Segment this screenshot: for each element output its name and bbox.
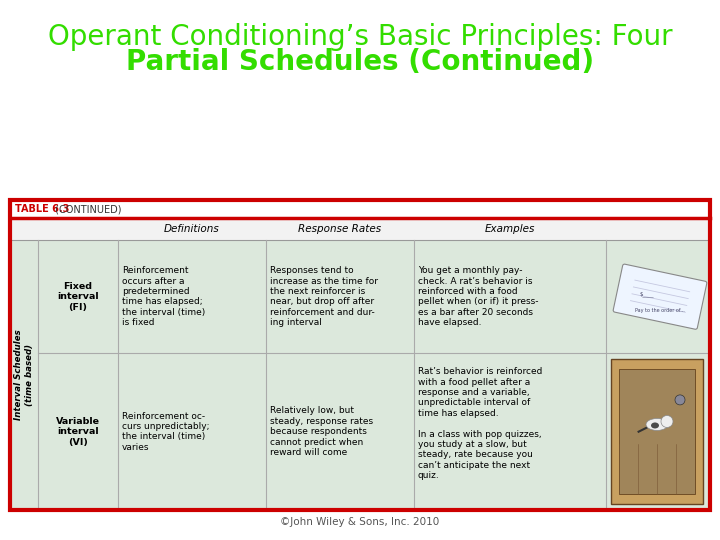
Text: $____: $____ xyxy=(640,291,654,296)
Bar xyxy=(10,240,710,510)
Text: ©John Wiley & Sons, Inc. 2010: ©John Wiley & Sons, Inc. 2010 xyxy=(280,517,440,527)
Text: (CONTINUED): (CONTINUED) xyxy=(52,204,122,214)
Text: Interval Schedules
(time based): Interval Schedules (time based) xyxy=(14,329,34,420)
Bar xyxy=(10,218,710,240)
Bar xyxy=(10,200,710,510)
Text: Partial Schedules (Continued): Partial Schedules (Continued) xyxy=(126,48,594,76)
Text: Reinforcement oc-
curs unpredictably;
the interval (time)
varies: Reinforcement oc- curs unpredictably; th… xyxy=(122,411,210,452)
Bar xyxy=(10,200,710,218)
Text: Response Rates: Response Rates xyxy=(298,224,382,234)
Ellipse shape xyxy=(646,418,668,430)
Text: Responses tend to
increase as the time for
the next reinforcer is
near, but drop: Responses tend to increase as the time f… xyxy=(270,266,378,327)
Text: Reinforcement
occurs after a
predetermined
time has elapsed;
the interval (time): Reinforcement occurs after a predetermin… xyxy=(122,266,205,327)
Text: Pay to the order of...: Pay to the order of... xyxy=(635,308,685,313)
Text: Operant Conditioning’s Basic Principles: Four: Operant Conditioning’s Basic Principles:… xyxy=(48,23,672,51)
Text: Variable
interval
(VI): Variable interval (VI) xyxy=(56,417,100,447)
Text: Examples: Examples xyxy=(485,224,535,234)
Text: Rat’s behavior is reinforced
with a food pellet after a
response and a variable,: Rat’s behavior is reinforced with a food… xyxy=(418,367,542,480)
Text: TABLE 6.3: TABLE 6.3 xyxy=(15,204,69,214)
Circle shape xyxy=(661,415,673,428)
Circle shape xyxy=(675,395,685,405)
Bar xyxy=(611,360,703,504)
Text: You get a monthly pay-
check. A rat’s behavior is
reinforced with a food
pellet : You get a monthly pay- check. A rat’s be… xyxy=(418,266,539,327)
Text: Relatively low, but
steady, response rates
because respondents
cannot predict wh: Relatively low, but steady, response rat… xyxy=(270,407,373,457)
Text: Fixed
interval
(FI): Fixed interval (FI) xyxy=(57,282,99,312)
Text: Definitions: Definitions xyxy=(164,224,220,234)
FancyBboxPatch shape xyxy=(613,264,707,329)
Bar xyxy=(619,369,695,494)
Ellipse shape xyxy=(651,422,659,428)
